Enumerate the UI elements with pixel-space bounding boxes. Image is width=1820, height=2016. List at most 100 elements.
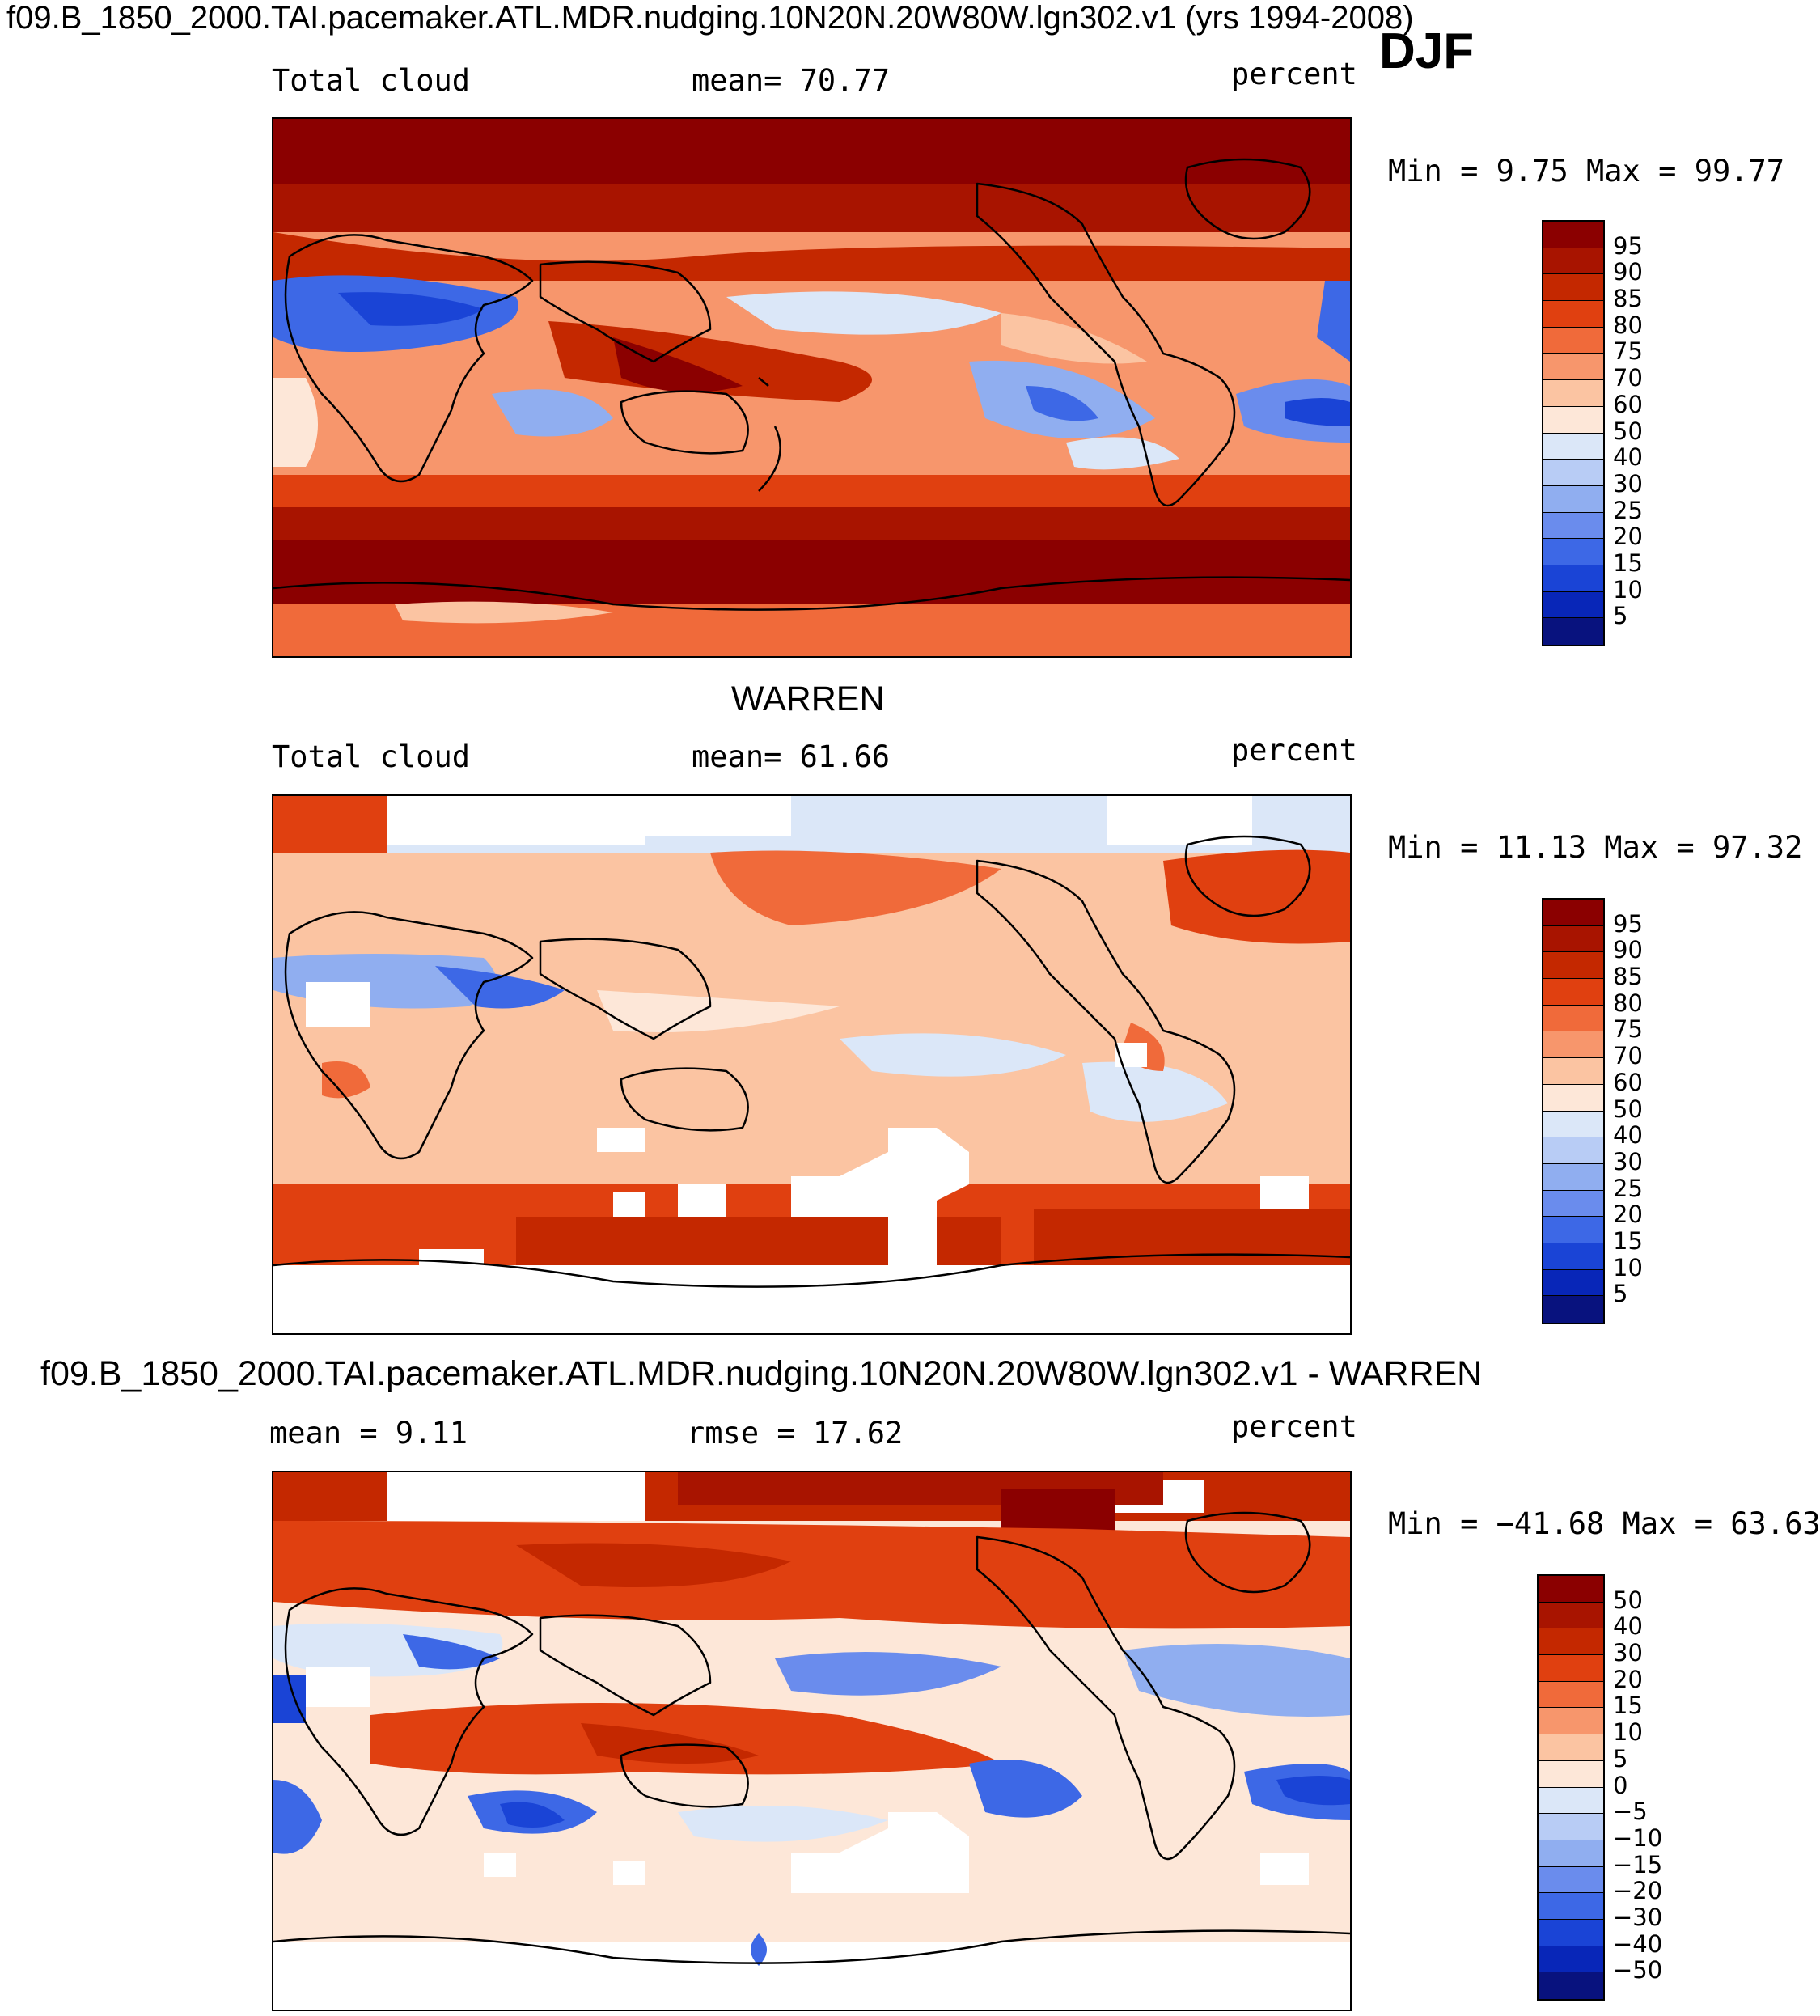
panel1-colorbar (1542, 220, 1605, 646)
colorbar-level-label: −15 (1613, 1850, 1663, 1878)
colorbar-swatch (1543, 925, 1603, 953)
colorbar-swatch (1543, 900, 1603, 926)
panel3-rmse-label: rmse = 17.62 (687, 1416, 904, 1451)
panel2-colorbar (1542, 898, 1605, 1324)
colorbar-level-label: 70 (1613, 364, 1643, 392)
colorbar-swatch (1543, 539, 1603, 565)
colorbar-swatch (1543, 565, 1603, 592)
panel3-subtitle: f09.B_1850_2000.TAI.pacemaker.ATL.MDR.nu… (40, 1354, 1483, 1393)
colorbar-level-label: −30 (1613, 1903, 1663, 1931)
panel3-colorbar (1537, 1574, 1605, 2001)
colorbar-level-label: 50 (1613, 1095, 1643, 1123)
colorbar-swatch (1543, 1137, 1603, 1164)
colorbar-level-label: 10 (1613, 575, 1643, 604)
colorbar-swatch (1543, 1217, 1603, 1243)
colorbar-level-label: 20 (1613, 1665, 1643, 1693)
colorbar-level-label: 0 (1613, 1771, 1628, 1799)
colorbar-swatch (1539, 1866, 1603, 1894)
panel1-mean-label: mean= 70.77 (692, 63, 891, 98)
colorbar-swatch (1539, 1919, 1603, 1946)
colorbar-swatch (1539, 1602, 1603, 1629)
colorbar-level-label: 5 (1613, 1744, 1628, 1772)
colorbar-swatch (1539, 1628, 1603, 1656)
colorbar-swatch (1543, 485, 1603, 513)
colorbar-swatch (1543, 1269, 1603, 1297)
colorbar-swatch (1543, 1031, 1603, 1059)
colorbar-level-label: 15 (1613, 1692, 1643, 1720)
colorbar-swatch (1543, 979, 1603, 1006)
colorbar-level-label: 95 (1613, 231, 1643, 260)
season-label: DJF (1379, 23, 1475, 79)
colorbar-level-label: 40 (1613, 1612, 1643, 1641)
colorbar-level-label: −50 (1613, 1956, 1663, 1984)
colorbar-level-label: 40 (1613, 1121, 1643, 1150)
colorbar-swatch (1539, 1681, 1603, 1709)
colorbar-swatch (1539, 1760, 1603, 1788)
colorbar-swatch (1543, 1084, 1603, 1112)
colorbar-level-label: 25 (1613, 1174, 1643, 1202)
colorbar-level-label: 60 (1613, 390, 1643, 418)
colorbar-level-label: 60 (1613, 1068, 1643, 1096)
colorbar-level-label: 75 (1613, 1015, 1643, 1044)
colorbar-level-label: −5 (1613, 1798, 1648, 1826)
colorbar-swatch (1543, 222, 1603, 248)
colorbar-level-label: 80 (1613, 311, 1643, 339)
colorbar-swatch (1543, 591, 1603, 619)
colorbar-swatch (1543, 512, 1603, 540)
colorbar-level-label: 40 (1613, 443, 1643, 472)
colorbar-swatch (1543, 380, 1603, 407)
panel2-variable-label: Total cloud (272, 739, 471, 774)
colorbar-level-label: −20 (1613, 1877, 1663, 1905)
colorbar-swatch (1539, 1893, 1603, 1920)
colorbar-level-label: 20 (1613, 1201, 1643, 1229)
colorbar-swatch (1543, 274, 1603, 302)
colorbar-swatch (1543, 1163, 1603, 1191)
colorbar-swatch (1539, 1708, 1603, 1735)
panel3-units-label: percent (1231, 1409, 1357, 1444)
colorbar-level-label: 15 (1613, 548, 1643, 577)
colorbar-swatch (1543, 1296, 1603, 1323)
colorbar-swatch (1543, 248, 1603, 275)
colorbar-swatch (1543, 1111, 1603, 1138)
colorbar-level-label: 75 (1613, 337, 1643, 366)
colorbar-swatch (1543, 1190, 1603, 1218)
colorbar-level-label: 10 (1613, 1253, 1643, 1281)
colorbar-level-label: 30 (1613, 1639, 1643, 1667)
panel1-minmax: Min = 9.75 Max = 99.77 (1388, 154, 1785, 188)
panel2-subtitle: WARREN (731, 680, 885, 718)
colorbar-swatch (1543, 1243, 1603, 1270)
panel1-units-label: percent (1231, 57, 1357, 91)
colorbar-level-label: −10 (1613, 1823, 1663, 1852)
colorbar-level-label: 70 (1613, 1042, 1643, 1070)
colorbar-swatch (1543, 460, 1603, 486)
panel3-minmax: Min = −41.68 Max = 63.63 (1388, 1506, 1820, 1541)
colorbar-level-label: 5 (1613, 1280, 1628, 1308)
colorbar-level-label: 10 (1613, 1718, 1643, 1747)
colorbar-swatch (1543, 1058, 1603, 1085)
panel2-mean-label: mean= 61.66 (692, 739, 891, 774)
panel1-variable-label: Total cloud (272, 63, 471, 98)
colorbar-swatch (1543, 301, 1603, 328)
colorbar-level-label: 90 (1613, 258, 1643, 286)
colorbar-level-label: 25 (1613, 496, 1643, 524)
colorbar-swatch (1539, 1972, 1603, 1999)
colorbar-level-label: 85 (1613, 285, 1643, 313)
colorbar-swatch (1539, 1840, 1603, 1867)
panel2-units-label: percent (1231, 733, 1357, 768)
panel3-mean-label: mean = 9.11 (269, 1416, 468, 1451)
colorbar-swatch (1539, 1655, 1603, 1682)
colorbar-swatch (1543, 354, 1603, 381)
colorbar-level-label: 15 (1613, 1226, 1643, 1255)
colorbar-level-label: 5 (1613, 602, 1628, 630)
colorbar-swatch (1543, 327, 1603, 354)
panel2-minmax: Min = 11.13 Max = 97.32 (1388, 830, 1803, 865)
colorbar-swatch (1543, 406, 1603, 434)
colorbar-swatch (1539, 1814, 1603, 1840)
panel3-map (272, 1471, 1352, 2011)
colorbar-level-label: 95 (1613, 909, 1643, 938)
colorbar-level-label: 50 (1613, 1586, 1643, 1614)
colorbar-level-label: 50 (1613, 417, 1643, 445)
colorbar-level-label: 30 (1613, 1147, 1643, 1175)
colorbar-level-label: 30 (1613, 469, 1643, 498)
colorbar-swatch (1543, 1005, 1603, 1032)
